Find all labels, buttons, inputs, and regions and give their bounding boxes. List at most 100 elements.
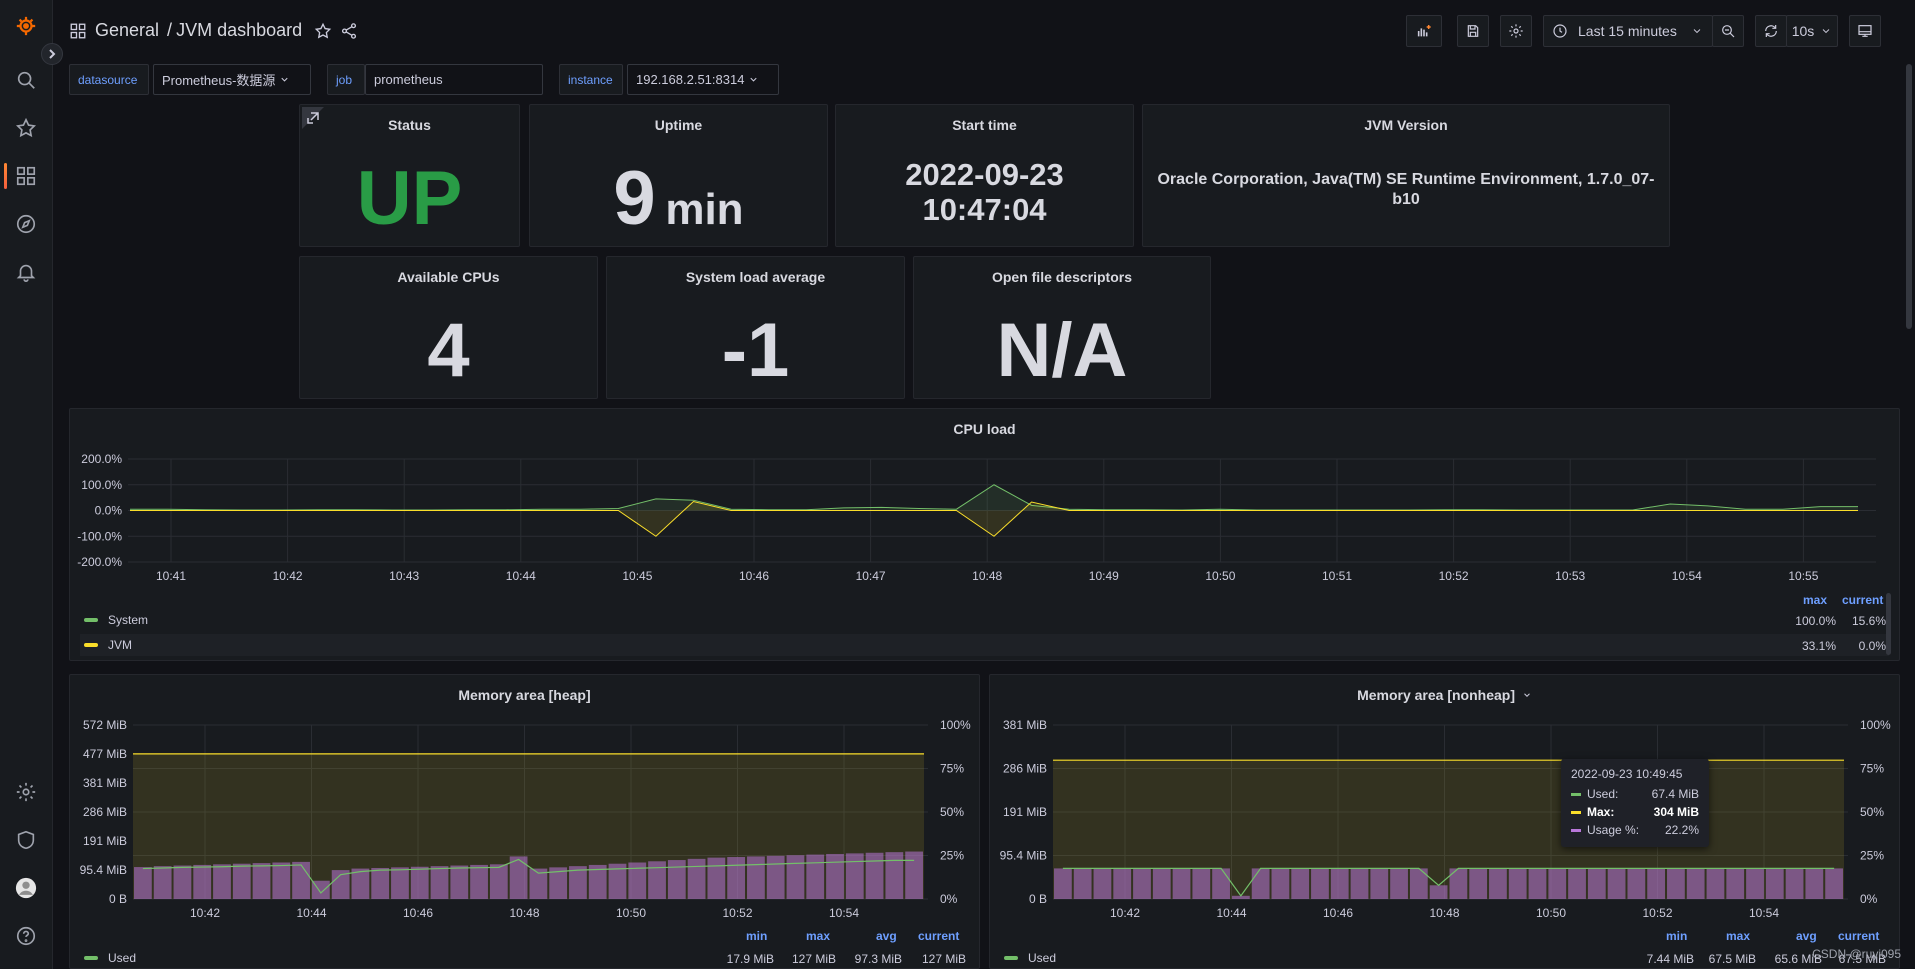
legend-header-max[interactable]: max xyxy=(1803,593,1828,607)
x-tick-label: 10:54 xyxy=(829,906,859,920)
time-range-picker[interactable]: Last 15 minutes xyxy=(1543,15,1713,47)
heap-legend-header-min[interactable]: min xyxy=(746,929,768,943)
y-tick-label: 0 B xyxy=(109,892,127,906)
nonheap-legend-max: 67.5 MiB xyxy=(1708,952,1756,966)
x-tick-label: 10:44 xyxy=(296,906,326,920)
memory-heap-chart[interactable]: 572 MiB 477 MiB 381 MiB 286 MiB 191 MiB 95.4 … xyxy=(70,675,981,925)
shield-icon[interactable] xyxy=(13,827,39,853)
heap-legend-max: 127 MiB xyxy=(791,952,836,966)
legend-swatch-used xyxy=(1004,956,1018,960)
add-panel-button[interactable] xyxy=(1406,15,1442,47)
dashboard-title[interactable]: JVM dashboard xyxy=(176,20,303,40)
uptime-panel[interactable]: Uptime 9 min xyxy=(529,104,828,247)
tv-mode-button[interactable] xyxy=(1849,15,1881,47)
active-indicator xyxy=(4,163,7,189)
usage-bar xyxy=(1805,868,1824,899)
nonheap-legend-header-min[interactable]: min xyxy=(1666,929,1688,943)
legend-header-current[interactable]: current xyxy=(1842,593,1884,607)
search-icon[interactable] xyxy=(13,67,39,93)
star-icon[interactable] xyxy=(13,115,39,141)
x-tick-label: 10:42 xyxy=(1110,906,1140,920)
breadcrumb-separator: / xyxy=(167,20,173,40)
chevron-down-icon[interactable] xyxy=(1522,690,1532,700)
variable-job-input[interactable]: prometheus xyxy=(365,64,543,95)
y-tick-label: 381 MiB xyxy=(83,776,127,790)
usage-bar xyxy=(1054,868,1072,899)
y-tick-label: 0.0% xyxy=(95,504,123,518)
usage-bar xyxy=(1251,868,1270,899)
y2-tick-label: 0% xyxy=(1860,892,1878,906)
heap-legend-header-avg[interactable]: avg xyxy=(876,929,897,943)
memory-heap-title: Memory area [heap] xyxy=(458,687,591,703)
nonheap-legend-header-avg[interactable]: avg xyxy=(1796,929,1817,943)
nonheap-legend-header-max[interactable]: max xyxy=(1726,929,1751,943)
legend-row-system[interactable]: System xyxy=(80,609,1889,631)
bell-icon[interactable] xyxy=(13,259,39,285)
gear-icon[interactable] xyxy=(13,779,39,805)
usage-bar xyxy=(391,867,409,899)
expand-sidebar-button[interactable] xyxy=(41,43,63,65)
y-tick-label: 191 MiB xyxy=(1003,805,1047,819)
usage-bar xyxy=(529,868,548,899)
variable-job-value: prometheus xyxy=(374,72,443,87)
open-fds-panel[interactable]: Open file descriptors N/A xyxy=(913,256,1211,399)
memory-heap-panel[interactable]: Memory area [heap] 572 MiB 477 MiB 381 MiB… xyxy=(69,674,980,969)
usage-bar xyxy=(1627,868,1646,899)
nonheap-legend-row-used[interactable]: Used xyxy=(1000,947,1889,969)
breadcrumb-folder[interactable]: General xyxy=(95,20,160,40)
y2-tick-label: 0% xyxy=(940,892,958,906)
help-icon[interactable] xyxy=(13,923,39,949)
avatar[interactable] xyxy=(13,875,39,901)
system-load-value: -1 xyxy=(721,308,790,393)
page-scrollbar[interactable] xyxy=(1906,64,1912,329)
uptime-value: 9 xyxy=(613,156,656,241)
legend-name-jvm: JVM xyxy=(108,638,132,652)
system-load-panel[interactable]: System load average -1 xyxy=(606,256,905,399)
cpu-load-panel[interactable]: CPU load 200.0% 100.0% 0.0% -100.0% -200.0% 1… xyxy=(69,408,1900,661)
usage-bar xyxy=(213,864,231,899)
refresh-interval-picker[interactable]: 10s xyxy=(1786,15,1838,47)
refresh-button[interactable] xyxy=(1755,15,1787,47)
usage-bar xyxy=(1390,868,1408,899)
usage-bar xyxy=(252,863,271,899)
grafana-logo-icon[interactable] xyxy=(13,13,39,39)
panel-link-icon[interactable] xyxy=(302,107,326,131)
x-tick-label: 10:46 xyxy=(739,569,769,583)
start-time-panel[interactable]: Start time 2022-09-23 10:47:04 xyxy=(835,104,1134,247)
dashboard-settings-button[interactable] xyxy=(1500,15,1532,47)
jvm-version-panel[interactable]: JVM Version Oracle Corporation, Java(TM)… xyxy=(1142,104,1670,247)
cpu-load-chart[interactable]: 200.0% 100.0% 0.0% -100.0% -200.0% 10:41 10:42… xyxy=(70,409,1901,589)
memory-nonheap-panel[interactable]: Memory area [nonheap] 381 MiB 286 MiB 191 … xyxy=(989,674,1900,969)
usage-bar xyxy=(470,864,488,899)
memory-nonheap-chart[interactable]: 381 MiB 286 MiB 191 MiB 95.4 MiB 0 B 100% 75% 5… xyxy=(990,675,1901,925)
usage-bar xyxy=(1192,868,1211,899)
status-panel[interactable]: Status UP xyxy=(299,104,520,247)
heap-legend-header-max[interactable]: max xyxy=(806,929,831,943)
legend-row-jvm[interactable]: JVM xyxy=(80,634,1889,656)
usage-bar xyxy=(569,866,587,899)
y2-tick-label: 75% xyxy=(940,762,964,776)
available-cpus-panel[interactable]: Available CPUs 4 xyxy=(299,256,598,399)
variable-datasource-select[interactable]: Prometheus-数据源 xyxy=(153,64,311,95)
nonheap-legend-header-current[interactable]: current xyxy=(1838,929,1880,943)
uptime-title: Uptime xyxy=(654,117,703,133)
variable-instance-select[interactable]: 192.168.2.51:8314 xyxy=(627,64,779,95)
legend-scrollbar[interactable] xyxy=(1886,593,1891,655)
zoom-out-button[interactable] xyxy=(1712,15,1744,47)
usage-bar xyxy=(173,865,192,899)
start-time-date: 2022-09-23 xyxy=(905,157,1064,192)
heap-legend-row-used[interactable]: Used xyxy=(80,947,969,969)
usage-bar xyxy=(232,863,251,899)
heap-legend-header-current[interactable]: current xyxy=(918,929,960,943)
y-tick-label: 286 MiB xyxy=(1003,762,1047,776)
star-icon[interactable] xyxy=(314,22,332,40)
share-icon[interactable] xyxy=(340,22,358,40)
save-dashboard-button[interactable] xyxy=(1457,15,1489,47)
nonheap-legend-current: 67.5 MiB xyxy=(1838,952,1886,966)
jvm-version-title: JVM Version xyxy=(1364,117,1448,133)
dashboards-icon[interactable] xyxy=(13,163,39,189)
explore-icon[interactable] xyxy=(13,211,39,237)
usage-bar xyxy=(1311,868,1329,899)
x-tick-label: 10:42 xyxy=(190,906,220,920)
memory-nonheap-title-row[interactable]: Memory area [nonheap] xyxy=(990,687,1899,703)
